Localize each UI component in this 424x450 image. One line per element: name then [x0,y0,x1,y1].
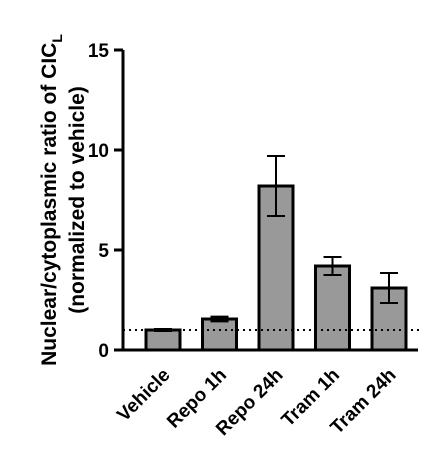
bar-repo-1h [201,317,238,352]
y-tick-label: 10 [88,141,109,162]
y-axis-title-line1: Nuclear/cytoplasmic ratio of CIC [38,43,61,366]
y-axis-title: Nuclear/cytoplasmic ratio of CICL (norma… [38,34,89,366]
y-axis-title-subscript: L [49,34,65,43]
svg-text:Nuclear/cytoplasmic ratio of C: Nuclear/cytoplasmic ratio of CICL [38,34,65,366]
y-tick-label: 0 [98,341,109,362]
bar-tram-1h [314,264,351,352]
y-tick-label: 15 [88,41,110,62]
y-axis-title-line2: (normalized to vehicle) [66,86,89,314]
bar-tram-24h [370,286,408,352]
bar-vehicle [144,328,182,352]
y-tick-label: 5 [98,241,109,262]
